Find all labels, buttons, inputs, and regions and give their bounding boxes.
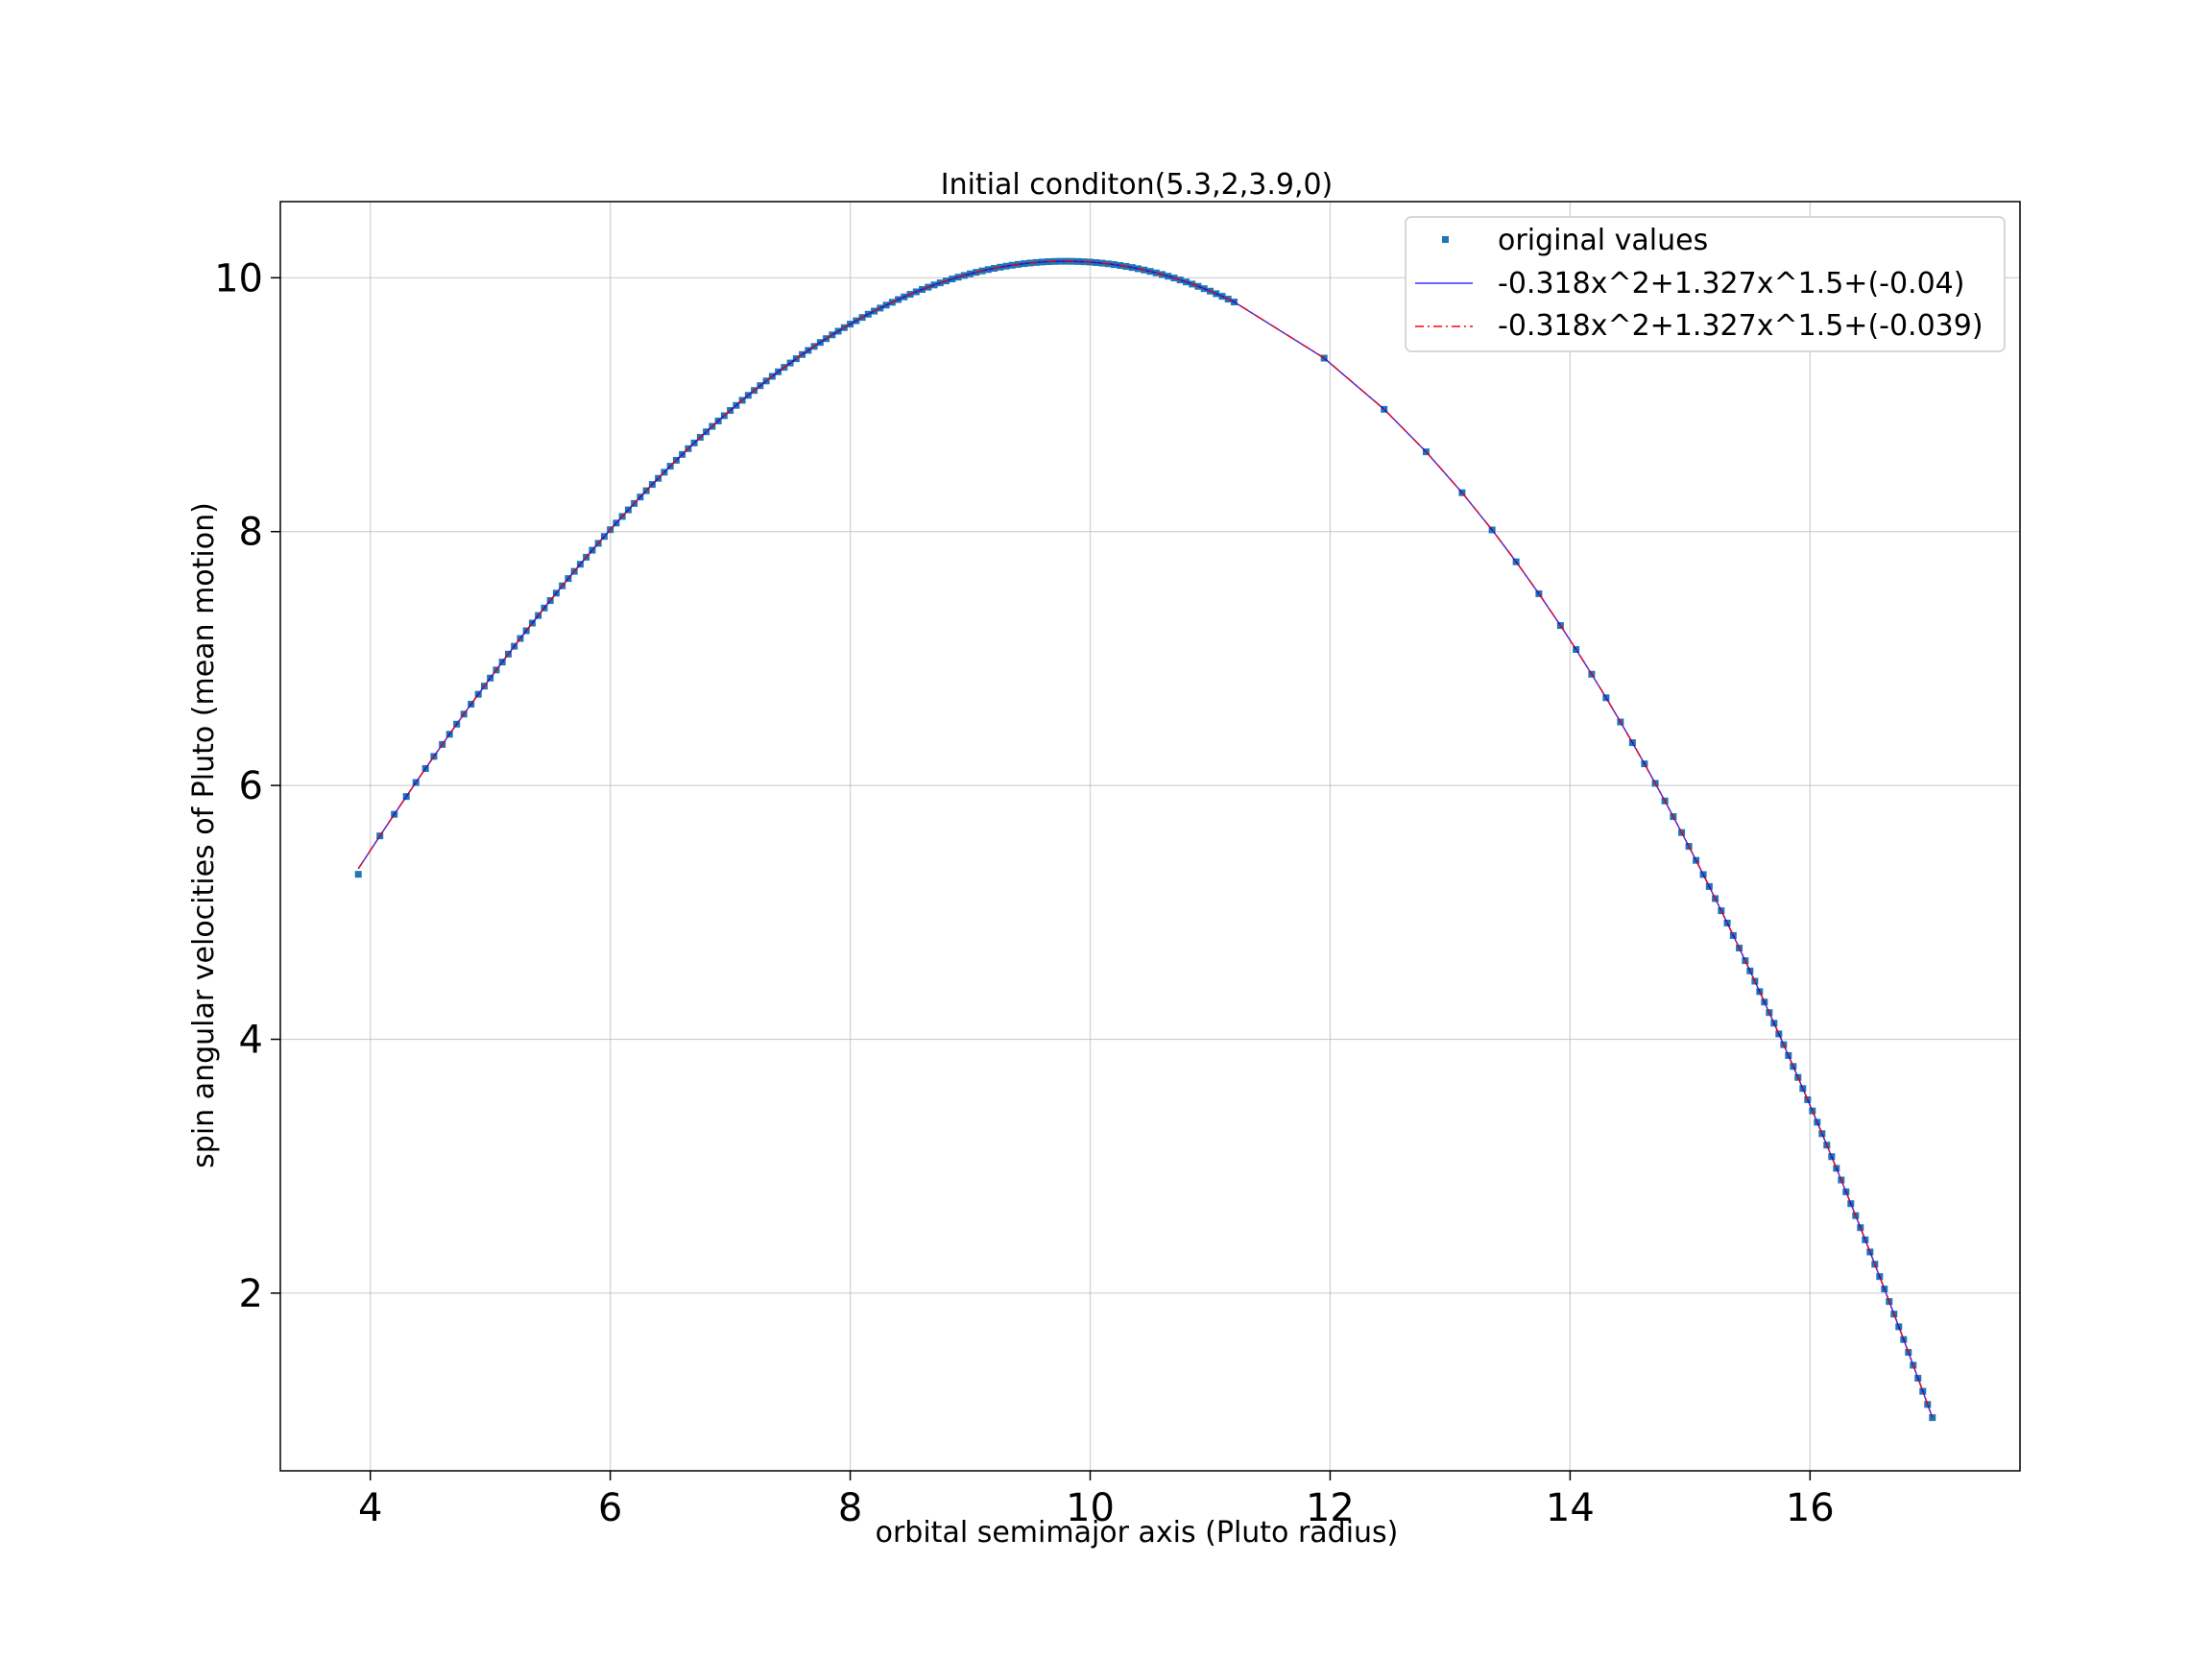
data-point [1929,1414,1936,1422]
legend-marker-original-values [1442,236,1449,243]
x-tick-label: 8 [838,1486,862,1530]
legend-label-fit-2: -0.318x^2+1.327x^1.5+(-0.039) [1498,309,1984,343]
grid [280,202,2020,1471]
x-tick-label: 4 [358,1486,382,1530]
y-axis-label: spin angular velocities of Pluto (mean m… [187,502,221,1168]
x-tick-label: 10 [1066,1486,1115,1530]
plot-series [354,257,1936,1422]
y-tick-label: 4 [239,1019,263,1063]
x-axis-ticks: 4 6 8 10 12 14 16 [358,1471,1835,1530]
y-tick-label: 10 [214,256,263,301]
fit-line-2 [357,260,1934,1418]
y-axis-ticks: 2 4 6 8 10 [214,256,280,1316]
plot-frame [279,201,2021,1472]
x-axis-label: orbital semimajor axis (Pluto radius) [876,1516,1399,1550]
data-point [354,871,362,878]
legend: original values -0.318x^2+1.327x^1.5+(-0… [1405,216,2006,352]
y-tick-label: 2 [239,1272,263,1316]
x-tick-label: 6 [598,1486,622,1530]
x-tick-label: 12 [1306,1486,1355,1530]
legend-box [1405,216,2006,352]
y-tick-label: 8 [239,511,263,555]
x-tick-label: 16 [1786,1486,1835,1530]
chart-title: Initial conditon(5.3,2,3.9,0) [941,168,1334,202]
legend-label-fit-1: -0.318x^2+1.327x^1.5+(-0.04) [1498,267,1964,301]
legend-label-original-values: original values [1498,224,1708,257]
y-tick-label: 6 [239,764,263,808]
x-tick-label: 14 [1546,1486,1595,1530]
